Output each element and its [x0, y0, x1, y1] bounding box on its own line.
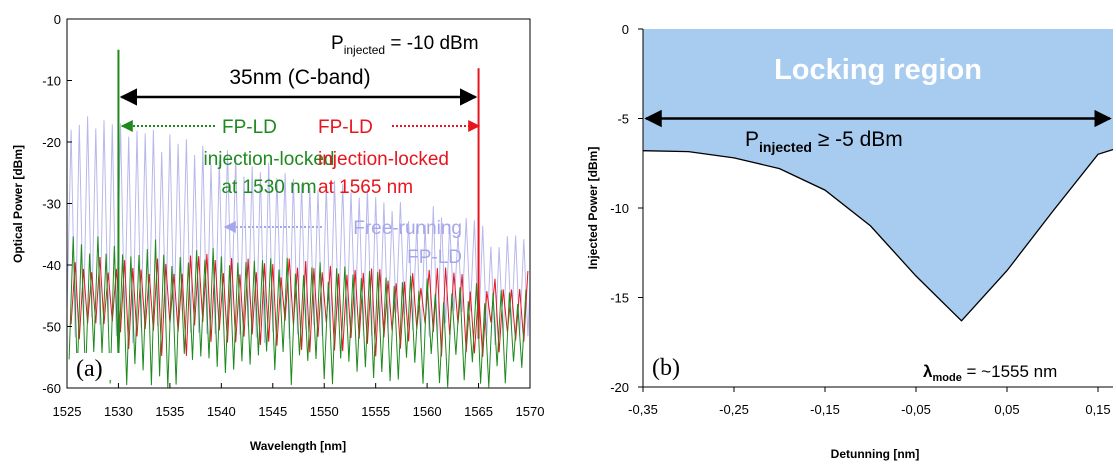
x-tick-label-b: 0,05 [994, 402, 1019, 417]
panel-label-b: (b) [652, 355, 680, 381]
span-label: 35nm (C-band) [229, 66, 370, 89]
free-label-line-1: Free-running [353, 218, 462, 239]
x-tick-label-a: 1545 [258, 404, 287, 419]
lambda-mode-label: λmode = ~1555 nm [923, 362, 1057, 384]
y-tick-label-b: -20 [610, 380, 629, 395]
red-label-line-1: FP-LD [318, 117, 373, 138]
series-free [67, 116, 530, 345]
green-label-line-3: at 1530 nm [221, 177, 316, 198]
x-tick-label-a: 1565 [464, 404, 493, 419]
y-tick-label-a: -10 [42, 74, 61, 89]
panel-label-a: (a) [76, 356, 103, 382]
panel-label-bg-b [649, 352, 695, 379]
free-label-line-2: FP-LD [407, 247, 462, 268]
x-tick-label-b: 0,15 [1085, 402, 1110, 417]
red-label-line-2: injection-locked [318, 149, 449, 170]
x-tick-label-a: 1535 [155, 404, 184, 419]
locking-boundary-line [643, 148, 1113, 322]
x-tick-label-a: 1540 [207, 404, 236, 419]
locking-region-area [643, 29, 1113, 321]
green-label-line-2: injection-locked [204, 149, 335, 170]
y-tick-label-a: -20 [42, 135, 61, 150]
y-axis-title-b: Injected Power [dBm] [586, 147, 600, 270]
panel-a: 1525 1530 1535 1540 1545 1550 1555 1560 1565 1570… [11, 12, 544, 453]
y-tick-label-a: 0 [54, 12, 61, 27]
y-tick-label-a: -60 [42, 381, 61, 396]
p-injected-label: Pinjected = -10 dBm [331, 33, 479, 57]
y-tick-label-a: -30 [42, 197, 61, 212]
x-tick-label-a: 1525 [53, 404, 82, 419]
x-tick-label-a: 1555 [361, 404, 390, 419]
x-axis-title-b: Detunning [nm] [831, 447, 920, 461]
locking-region-label: Locking region [774, 54, 982, 86]
x-tick-label-b: -0,25 [719, 402, 749, 417]
y-tick-label-a: -40 [42, 258, 61, 273]
series-green [68, 236, 527, 388]
panel-label-bg-a [73, 353, 122, 380]
y-tick-label-b: -10 [610, 201, 629, 216]
x-tick-label-a: 1560 [413, 404, 442, 419]
y-tick-label-b: 0 [622, 22, 629, 37]
x-tick-label-b: -0,05 [901, 402, 931, 417]
x-tick-label-b: -0,35 [628, 402, 658, 417]
x-tick-label-b: -0,15 [810, 402, 840, 417]
x-axis-title-a: Wavelength [nm] [250, 439, 346, 453]
panel-b: -0,35-0,25-0,15-0,050,050,150,250-5-10-1… [586, 22, 1113, 461]
x-tick-label-a: 1530 [104, 404, 133, 419]
y-tick-label-b: -15 [610, 291, 629, 306]
red-label-line-3: at 1565 nm [318, 177, 413, 198]
y-tick-label-b: -5 [617, 112, 629, 127]
green-label-line-1: FP-LD [222, 117, 277, 138]
x-tick-label-a: 1570 [516, 404, 545, 419]
x-tick-label-a: 1550 [310, 404, 339, 419]
p-threshold-label: Pinjected ≥ -5 dBm [745, 128, 903, 155]
y-axis-title-a: Optical Power [dBm] [11, 145, 25, 263]
y-tick-label-a: -50 [42, 320, 61, 335]
